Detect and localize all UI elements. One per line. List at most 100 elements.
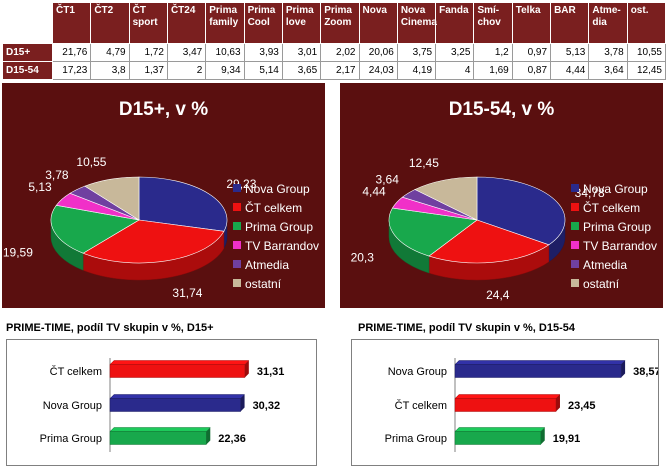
- table-cell: 21,76: [51, 43, 92, 62]
- pie-chart-d1554: D15-54, v % 34,78 24,4 20,3 4,443,64 12,45 Nov…: [351, 99, 657, 302]
- bar-value-label-prima-group: 22,36: [218, 433, 246, 445]
- legend-label-ostatni: ostatní: [245, 277, 282, 291]
- bar-value-label-nova-group: 38,57: [633, 366, 658, 378]
- column-header-atme-dia: Atme-dia: [588, 2, 628, 44]
- table-cell: 0,87: [511, 61, 552, 80]
- bar-side-nova-group: [621, 360, 626, 378]
- pie-slices: [388, 176, 566, 281]
- pie-value-tv-barrandov: 5,13: [28, 180, 52, 194]
- pie-value-atmedia: 3,78: [45, 168, 69, 182]
- column-header-prima-family: Prima family: [205, 2, 245, 44]
- table-row: D15-54 17,23 3,8 1,37 2 9,34 5,14 3,65 2,17 24,03…: [2, 61, 667, 80]
- table-cell: 4,44: [550, 61, 590, 80]
- table-cell: 2,02: [320, 43, 360, 62]
- column-header-ct-sport: ČT sport: [128, 2, 168, 44]
- bar-top-nova-group: [454, 360, 626, 365]
- legend-label-nova-group: Nova Group: [245, 182, 310, 196]
- pie-slice-ct-celkem: [82, 219, 225, 264]
- legend-label-tv-barrandov: TV Barrandov: [245, 239, 319, 253]
- pie-value-atmedia: 3,64: [376, 173, 400, 187]
- table-cell: 10,55: [626, 43, 667, 62]
- bar-side-prima-group: [206, 427, 211, 445]
- pie-slice-ostatni: [84, 176, 140, 221]
- table-cell: 5,14: [243, 61, 283, 80]
- table-cell: 0,97: [511, 43, 552, 62]
- legend-swatch-tv-barrandov: [233, 241, 241, 249]
- row-label-d15: D15+: [2, 43, 53, 62]
- table-cell: 2,17: [320, 61, 360, 80]
- bar-chart-d1554: Nova Group 38,57 ČT celkem 23,45 Prima Group…: [385, 358, 661, 452]
- pie-legend: Nova Group ČT celkem Prima Group TV Barrand…: [233, 182, 319, 291]
- bar-face-nova-group: [454, 364, 622, 378]
- table-cell: 9,34: [205, 61, 245, 80]
- pie-slice-ostatni: [414, 176, 478, 221]
- legend-label-atmedia: Atmedia: [583, 258, 627, 272]
- bar-chart-title-d15: PRIME-TIME, podíl TV skupin v %, D15+: [6, 322, 214, 334]
- pie-panel-d1554: D15-54, v % 34,78 24,4 20,3 4,44 3,64 12,45 Nov…: [340, 83, 663, 308]
- bar-prima-group: [454, 427, 546, 445]
- column-header-nova: Nova: [358, 2, 398, 44]
- column-header-smi-chov: Smí-chov: [473, 2, 513, 44]
- bar-chart-title-d1554: PRIME-TIME, podíl TV skupin v %, D15-54: [358, 322, 575, 334]
- bar-prima-group: [109, 427, 211, 445]
- table-cell: 3,93: [243, 43, 283, 62]
- bar-top-ct-celkem: [109, 360, 250, 365]
- pie-value-ostatni: 10,55: [76, 155, 106, 169]
- table-cell: 3,75: [396, 43, 437, 62]
- table-corner-cell: [2, 2, 53, 44]
- bar-value-label-prima-group: 19,91: [553, 433, 581, 445]
- bar-nova-group: [454, 360, 626, 378]
- pie-value-labels: 34,78 24,4 20,3 4,443,64 12,45: [351, 156, 605, 302]
- column-header-prima-zoom: Prima Zoom: [320, 2, 360, 44]
- pie-value-tv-barrandov: 4,44: [362, 185, 386, 199]
- bar-chart-frame-d15: ČT celkem 31,31 Nova Group 30,32 Prima Group…: [6, 339, 317, 466]
- pie-slice-nova-group: [476, 176, 566, 246]
- pie-panel-d15: D15+, v % 29,23 31,74 19,59 5,13 3,78 10,55 Nov…: [2, 83, 325, 308]
- pie-value-prima-group: 20,3: [351, 251, 375, 265]
- pie-value-ostatni: 12,45: [409, 156, 439, 170]
- bar-top-ct-celkem: [454, 394, 561, 399]
- legend-label-atmedia: Atmedia: [245, 258, 289, 272]
- bar-nova-group: [109, 394, 246, 412]
- bar-category-label-ct-celkem: ČT celkem: [395, 399, 447, 412]
- pie-value-ct-celkem: 24,4: [486, 288, 510, 302]
- pie-value-ct-celkem: 31,74: [172, 286, 202, 300]
- table-cell: 1,37: [128, 61, 168, 80]
- bar-value-label-nova-group: 30,32: [253, 400, 281, 412]
- table-body: D15+ 21,76 4,79 1,72 3,47 10,63 3,93 3,01 2,02 20…: [2, 43, 667, 80]
- pie-slice-ct-celkem: [428, 219, 550, 264]
- legend-swatch-ostatni: [571, 279, 579, 287]
- bar-top-prima-group: [454, 427, 546, 432]
- legend-swatch-ct-celkem: [233, 203, 241, 211]
- bar-face-nova-group: [109, 398, 241, 412]
- bar-top-prima-group: [109, 427, 211, 432]
- table-cell: 12,45: [626, 61, 667, 80]
- channel-share-table: ČT1 ČT2 ČT sport ČT24 Prima family Prima Cool…: [2, 2, 667, 80]
- legend-swatch-atmedia: [233, 260, 241, 268]
- column-header-nova-cinema: Nova Cinema: [396, 2, 437, 44]
- bar-category-label-nova-group: Nova Group: [388, 366, 447, 378]
- table-cell: 10,63: [205, 43, 245, 62]
- column-header-telka: Telka: [511, 2, 552, 44]
- pie-slices: [50, 176, 228, 281]
- table-cell: 3,47: [166, 43, 207, 62]
- legend-label-tv-barrandov: TV Barrandov: [583, 239, 657, 253]
- bar-category-label-ct-celkem: ČT celkem: [50, 365, 102, 378]
- pie-slice-prima-group: [388, 207, 478, 257]
- bar-ct-celkem: [454, 394, 561, 412]
- table-header-row: ČT1 ČT2 ČT sport ČT24 Prima family Prima Cool…: [2, 2, 667, 44]
- legend-label-ct-celkem: ČT celkem: [583, 200, 640, 215]
- column-header-ct1: ČT1: [51, 2, 92, 44]
- legend-label-nova-group: Nova Group: [583, 182, 648, 196]
- bar-face-ct-celkem: [109, 364, 246, 378]
- legend-label-ct-celkem: ČT celkem: [245, 200, 302, 215]
- column-header-prima-love: Prima love: [281, 2, 322, 44]
- pie-slice-nova-group: [138, 176, 228, 232]
- legend-label-ostatni: ostatní: [583, 277, 620, 291]
- bar-side-prima-group: [540, 427, 545, 445]
- table-row: D15+ 21,76 4,79 1,72 3,47 10,63 3,93 3,01 2,02 20…: [2, 43, 667, 62]
- legend-swatch-prima-group: [571, 222, 579, 230]
- bar-face-ct-celkem: [454, 398, 557, 412]
- row-label-d15-54: D15-54: [2, 61, 53, 80]
- table-cell: 3,01: [281, 43, 322, 62]
